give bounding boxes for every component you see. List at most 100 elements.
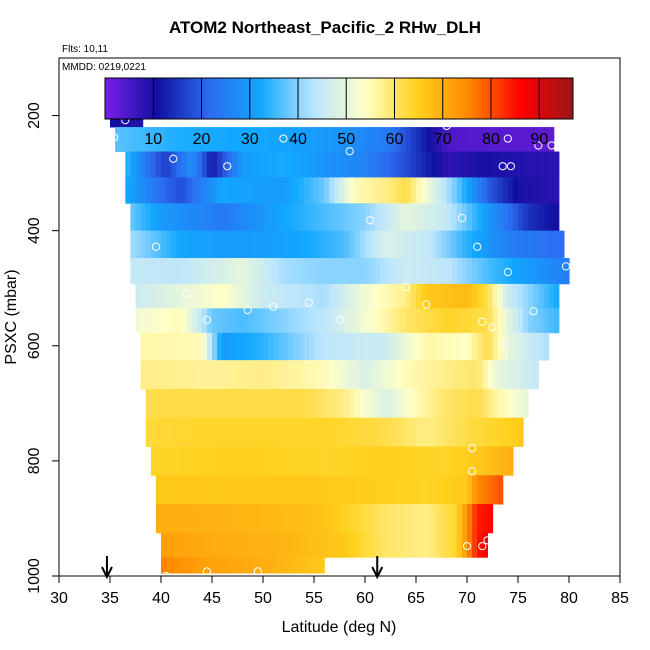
heatmap-cell — [482, 475, 488, 505]
heatmap-cell — [308, 417, 315, 447]
heatmap-cell — [497, 388, 504, 419]
heatmap-cell — [553, 283, 560, 309]
heatmap-cell — [405, 308, 412, 334]
heatmap-cell — [171, 388, 177, 419]
heatmap-cell — [303, 258, 310, 285]
heatmap-cell — [166, 446, 172, 476]
heatmap-cell — [380, 151, 386, 178]
heatmap-cell — [140, 230, 147, 259]
heatmap-cell — [426, 258, 432, 285]
heatmap-cell — [436, 177, 443, 204]
heatmap-cell — [538, 308, 545, 334]
heatmap-cell — [155, 446, 162, 476]
heatmap-cell — [538, 283, 545, 309]
heatmap-cell — [288, 446, 295, 476]
heatmap-cell — [441, 417, 448, 447]
heatmap-cell — [252, 177, 259, 204]
heatmap-cell — [477, 127, 483, 152]
heatmap-cell — [314, 332, 320, 361]
observation-point — [182, 289, 191, 299]
heatmap-cell — [206, 283, 213, 309]
heatmap-cell — [212, 446, 218, 476]
heatmap-cell — [166, 504, 172, 534]
heatmap-cell — [227, 308, 233, 334]
heatmap-cell — [252, 203, 259, 232]
heatmap-cell — [217, 230, 223, 259]
heatmap-cell — [115, 127, 121, 152]
x-tick-label: 30 — [50, 590, 68, 607]
heatmap-cell — [441, 283, 448, 309]
heatmap-cell — [370, 203, 376, 232]
heatmap-cell — [344, 532, 351, 558]
heatmap-cell — [206, 532, 213, 558]
heatmap-cell — [155, 283, 162, 309]
heatmap-cell — [186, 258, 193, 285]
y-axis-label: PSXC (mbar) — [3, 269, 20, 364]
heatmap-cell — [314, 127, 320, 152]
heatmap-cell — [482, 308, 488, 334]
heatmap-cell — [359, 127, 366, 152]
heatmap-cell — [426, 360, 432, 390]
heatmap-cell — [212, 203, 218, 232]
heatmap-cell — [263, 308, 269, 334]
heatmap-cell — [308, 308, 315, 334]
heatmap-cell — [145, 177, 152, 204]
observation-point — [506, 162, 515, 171]
x-tick-label: 40 — [152, 590, 170, 607]
heatmap-cell — [354, 177, 361, 204]
heatmap-cell — [161, 177, 167, 204]
heatmap-cell — [283, 151, 290, 178]
heatmap-cell — [273, 417, 279, 447]
heatmap-cell — [477, 258, 483, 285]
heatmap-cell — [222, 446, 228, 476]
heatmap-cell — [196, 557, 203, 574]
heatmap-cell — [497, 230, 504, 259]
heatmap-cell — [201, 475, 208, 505]
heatmap-cell — [268, 417, 274, 447]
heatmap-cell — [482, 127, 488, 152]
heatmap-cell — [303, 332, 310, 361]
heatmap-cell — [288, 388, 295, 419]
heatmap-cell — [487, 446, 494, 476]
heatmap-cell — [548, 230, 555, 259]
heatmap-cell — [380, 258, 386, 285]
heatmap-cell — [502, 388, 509, 419]
heatmap-cell — [232, 127, 239, 152]
observation-point — [401, 282, 410, 292]
heatmap-cell — [232, 230, 239, 259]
heatmap-cell — [293, 258, 300, 285]
heatmap-cell — [319, 230, 325, 259]
heatmap-cell — [446, 504, 453, 534]
heatmap-cell — [308, 504, 315, 534]
heatmap-cell — [242, 230, 249, 259]
heatmap-cell — [482, 332, 488, 361]
heatmap-cell — [477, 504, 483, 534]
heatmap-cell — [421, 258, 427, 285]
heatmap-cell — [247, 446, 254, 476]
heatmap-cell — [319, 388, 325, 419]
heatmap-cell — [237, 177, 244, 204]
heatmap-cell — [176, 308, 182, 334]
heatmap-cell — [324, 332, 330, 361]
heatmap-cell — [155, 203, 162, 232]
heatmap-cell — [451, 360, 458, 390]
heatmap-cell — [283, 504, 290, 534]
heatmap-cell — [237, 230, 244, 259]
heatmap-cell — [359, 203, 366, 232]
heatmap-cell — [268, 360, 274, 390]
heatmap-cell — [257, 203, 264, 232]
heatmap-cell — [370, 504, 376, 534]
heatmap-cell — [467, 388, 473, 419]
heatmap-cell — [349, 308, 356, 334]
heatmap-cell — [263, 177, 269, 204]
heatmap-cell — [314, 308, 320, 334]
heatmap-cell — [247, 557, 254, 574]
heatmap-cell — [538, 230, 545, 259]
heatmap-cell — [222, 127, 228, 152]
heatmap-cell — [242, 308, 249, 334]
heatmap-cell — [461, 504, 468, 534]
heatmap-cell — [502, 283, 509, 309]
heatmap-cell — [278, 446, 284, 476]
heatmap-cell — [166, 203, 172, 232]
heatmap-cell — [263, 446, 269, 476]
